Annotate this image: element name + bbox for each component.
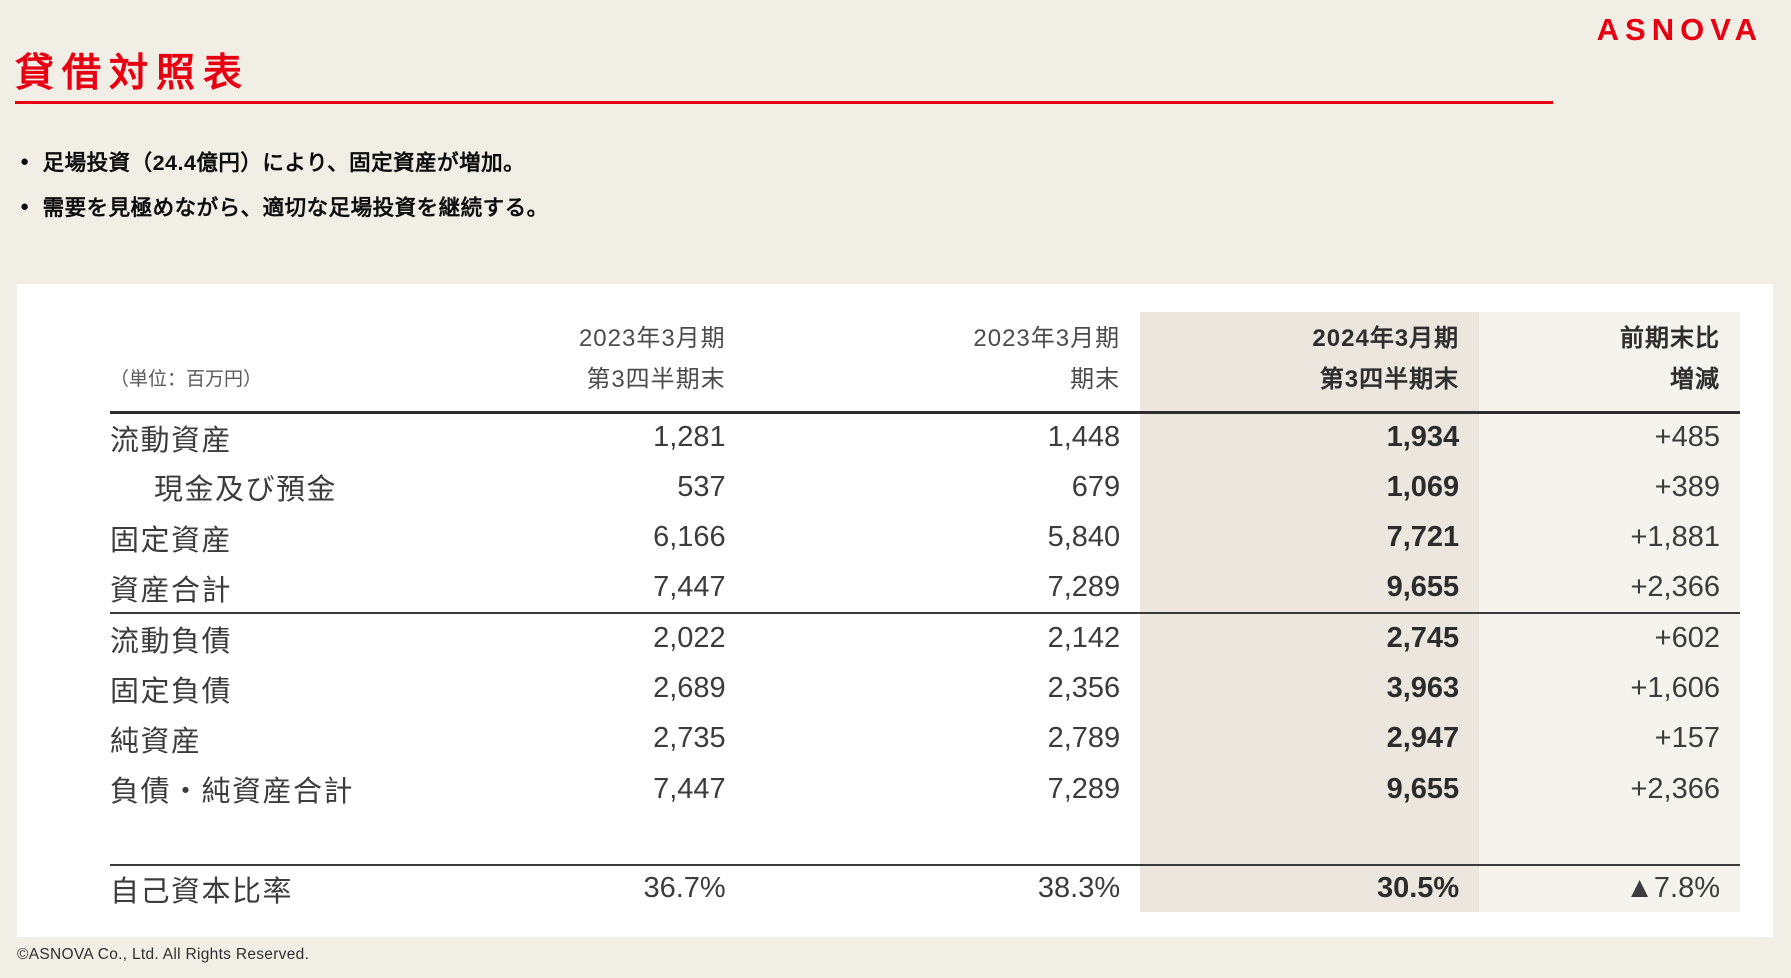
cell-2024q3: 3,963 [1386, 672, 1460, 705]
cell-diff: +389 [1654, 470, 1720, 503]
cell-2023fy: 679 [1071, 470, 1121, 503]
cell-diff: +2,366 [1630, 772, 1720, 805]
cell-2023q3: 537 [677, 470, 726, 503]
col-header-line2: 第3四半期末 [1319, 366, 1460, 394]
table-row: 流動資産 1,281 1,448 1,934 +485 [110, 412, 1740, 462]
bullet-item: ● 需要を見極めながら、適切な足場投資を継続する。 [20, 184, 549, 229]
cell-2023q3: 2,022 [653, 622, 726, 655]
bullet-item: ● 足場投資（24.4億円）により、固定資産が増加。 [20, 139, 549, 184]
cell-2023q3: 1,281 [653, 421, 726, 454]
cell-2023fy: 2,789 [1047, 722, 1121, 755]
cell-2023q3: 2,689 [653, 672, 726, 705]
cell-diff: +1,606 [1630, 672, 1720, 705]
cell-2023q3: 36.7% [468, 863, 746, 912]
cell-2023fy: 5,840 [1047, 521, 1121, 554]
table-row: 固定資産 6,166 5,840 7,721 +1,881 [110, 513, 1740, 563]
asnova-logo: ASNOVA [1596, 12, 1763, 47]
col-header-line1: 2023年3月期 [578, 324, 726, 352]
cell-2023fy: 2,356 [1047, 672, 1121, 705]
col-header-line1: 2023年3月期 [973, 324, 1121, 352]
balance-sheet-table: （単位：百万円） 2023年3月期 第3四半期末 2023年3月期 期末 202… [110, 312, 1740, 912]
row-label: 負債・純資産合計 [110, 776, 355, 809]
row-label: 純資産 [110, 725, 202, 758]
ratio-row: 自己資本比率 36.7% 38.3% 30.5% ▲7.8% [110, 863, 1740, 912]
row-label: 流動資産 [110, 424, 233, 457]
cell-diff: +2,366 [1479, 562, 1740, 615]
cell-diff: +602 [1654, 622, 1720, 655]
bullet-text: 足場投資（24.4億円）により、固定資産が増加。 [42, 151, 526, 175]
cell-2024q3: 1,069 [1386, 470, 1460, 503]
row-label: 自己資本比率 [110, 863, 469, 912]
cell-2023q3: 7,447 [468, 562, 746, 615]
row-label: 固定負債 [110, 675, 233, 708]
col-header-line2: 期末 [1070, 366, 1121, 394]
col-header-2024q3: 2024年3月期 第3四半期末 [1140, 312, 1480, 414]
cell-diff: +157 [1654, 722, 1720, 755]
table-row: 固定負債 2,689 2,356 3,963 +1,606 [110, 663, 1740, 713]
row-label: 資産合計 [110, 562, 469, 615]
col-header-diff: 前期末比 増減 [1479, 312, 1740, 414]
bullet-list: ● 足場投資（24.4億円）により、固定資産が増加。 ● 需要を見極めながら、適… [20, 139, 549, 229]
col-header-line2: 増減 [1670, 366, 1720, 394]
cell-2023fy: 1,448 [1047, 421, 1121, 454]
cell-2023fy: 7,289 [1047, 772, 1121, 805]
spacer-row [110, 814, 1740, 864]
row-label: 流動負債 [110, 625, 233, 658]
bullet-icon: ● [20, 153, 30, 170]
col-header-2023fy: 2023年3月期 期末 [745, 312, 1141, 414]
cell-2023q3: 6,166 [653, 521, 726, 554]
col-header-line1: 2024年3月期 [1312, 324, 1460, 352]
col-header-line1: 前期末比 [1620, 324, 1720, 352]
bullet-text: 需要を見極めながら、適切な足場投資を継続する。 [42, 196, 549, 220]
cell-diff: ▲7.8% [1479, 863, 1740, 912]
table-row: 負債・純資産合計 7,447 7,289 9,655 +2,366 [110, 764, 1740, 814]
table-row: 現金及び預金 537 679 1,069 +389 [110, 462, 1740, 512]
cell-diff: +1,881 [1630, 521, 1720, 554]
col-header-line2: 第3四半期末 [586, 366, 726, 394]
cell-2023fy: 38.3% [745, 863, 1141, 912]
cell-2023fy: 7,289 [745, 562, 1141, 615]
bullet-icon: ● [20, 198, 30, 215]
cell-diff: +485 [1654, 421, 1720, 454]
col-header-2023q3: 2023年3月期 第3四半期末 [468, 312, 746, 414]
row-label: 現金及び預金 [154, 474, 338, 507]
cell-2024q3: 7,721 [1386, 521, 1460, 554]
cell-2023q3: 7,447 [653, 772, 726, 805]
cell-2024q3: 9,655 [1140, 562, 1480, 615]
table-row: 資産合計 7,447 7,289 9,655 +2,366 [110, 562, 1740, 615]
copyright: ©ASNOVA Co., Ltd. All Rights Reserved. [17, 946, 310, 963]
cell-2024q3: 9,655 [1386, 772, 1460, 805]
cell-2024q3: 2,947 [1386, 722, 1460, 755]
table-row: 純資産 2,735 2,789 2,947 +157 [110, 714, 1740, 764]
cell-2024q3: 2,745 [1386, 622, 1460, 655]
cell-2024q3: 1,934 [1386, 421, 1460, 454]
page-title: 貸借対照表 [15, 52, 251, 95]
title-underline [15, 101, 1553, 104]
unit-label: （単位：百万円） [110, 312, 469, 414]
cell-2024q3: 30.5% [1140, 863, 1480, 912]
row-label: 固定資産 [110, 524, 233, 557]
cell-2023q3: 2,735 [653, 722, 726, 755]
cell-2023fy: 2,142 [1047, 622, 1121, 655]
balance-sheet-card: （単位：百万円） 2023年3月期 第3四半期末 2023年3月期 期末 202… [17, 284, 1773, 937]
table-row: 流動負債 2,022 2,142 2,745 +602 [110, 613, 1740, 663]
table-header-row: （単位：百万円） 2023年3月期 第3四半期末 2023年3月期 期末 202… [110, 312, 1740, 414]
